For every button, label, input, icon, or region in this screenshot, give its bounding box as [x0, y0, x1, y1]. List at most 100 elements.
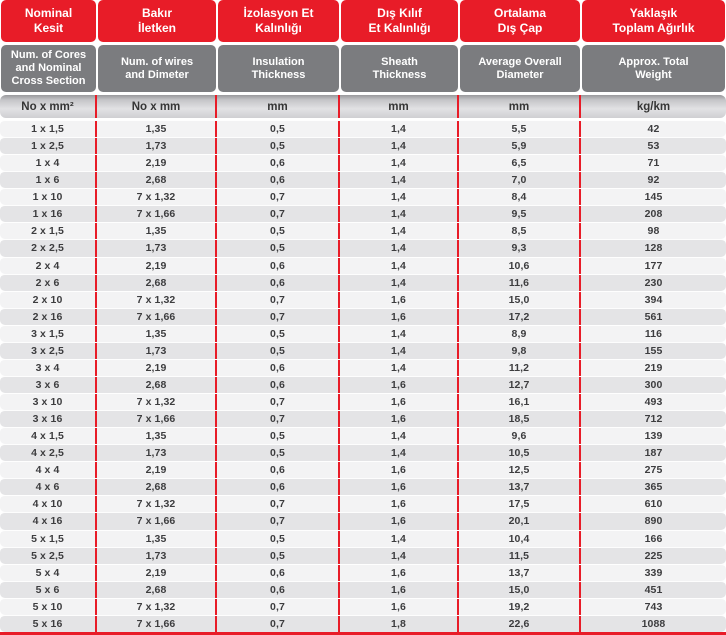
- unit-cell: mm: [459, 95, 581, 118]
- header-cell-turkish-wrap: Dış Kılıf Et Kalınlığı: [340, 0, 459, 42]
- data-cell: 1,4: [340, 223, 459, 240]
- data-cell: 98: [647, 225, 660, 238]
- data-cell: 2,19: [97, 462, 217, 479]
- data-cell: 4 x 10: [0, 496, 97, 513]
- data-cell: 19,2: [459, 598, 581, 615]
- data-cell: 0,5: [217, 445, 340, 462]
- data-cell: 0,7: [217, 411, 340, 428]
- data-cell: 0,7: [217, 308, 340, 325]
- data-cell: 2,68: [97, 172, 217, 189]
- data-cell: 8,5: [459, 223, 581, 240]
- header-cell-turkish-wrap: Yaklaşık Toplam Ağırlık: [581, 0, 726, 42]
- data-cell: 1,6: [340, 513, 459, 530]
- data-cell: 1,6: [340, 376, 459, 393]
- header-cell-english: Num. of Cores and Nominal Cross Section: [1, 45, 96, 92]
- header-cell-turkish: Dış Kılıf Et Kalınlığı: [341, 0, 458, 42]
- data-cell: 0,6: [217, 155, 340, 172]
- data-cell: 7 x 1,66: [97, 308, 217, 325]
- table-row: 3 x 1,5 1,35 0,5 1,4 8,9 116: [0, 324, 726, 342]
- data-cell: 0,6: [217, 257, 340, 274]
- data-cell: 5 x 4: [0, 564, 97, 581]
- header-cell-turkish: Yaklaşık Toplam Ağırlık: [582, 0, 725, 42]
- data-cell: 7 x 1,32: [97, 394, 217, 411]
- data-cell: 7 x 1,66: [97, 206, 217, 223]
- table-row: 4 x 4 2,19 0,6 1,6 12,5 275: [0, 461, 726, 479]
- data-cell: 1,4: [340, 121, 459, 138]
- data-cell: 0,7: [217, 189, 340, 206]
- data-cell: 1,4: [340, 274, 459, 291]
- table-row: 5 x 1,5 1,35 0,5 1,4 10,4 166: [0, 529, 726, 547]
- header-cell-turkish-wrap: Bakır İletken: [97, 0, 217, 42]
- table-row: 2 x 6 2,68 0,6 1,4 11,6 230: [0, 273, 726, 291]
- data-cell: 15,0: [459, 291, 581, 308]
- data-cell: 177: [644, 259, 663, 272]
- data-cell: 300: [644, 378, 663, 391]
- data-cell: 2,19: [97, 359, 217, 376]
- table-row: 1 x 1,5 1,35 0,5 1,4 5,5 42: [0, 120, 726, 138]
- data-cell: 0,6: [217, 172, 340, 189]
- unit-cell: mm: [340, 95, 459, 118]
- data-cell: 1,4: [340, 325, 459, 342]
- data-cell: 1,4: [340, 359, 459, 376]
- data-cell: 1 x 4: [0, 155, 97, 172]
- data-cell: 15,0: [459, 581, 581, 598]
- data-cell: 92: [647, 174, 660, 187]
- data-cell: 4 x 16: [0, 513, 97, 530]
- data-cell: 0,5: [217, 121, 340, 138]
- data-cell: 1 x 6: [0, 172, 97, 189]
- data-cell: 0,5: [217, 547, 340, 564]
- header-cell-turkish: Ortalama Dış Çap: [460, 0, 580, 42]
- data-cell: 1,73: [97, 342, 217, 359]
- table-row: 2 x 2,5 1,73 0,5 1,4 9,3 128: [0, 239, 726, 257]
- header-cell-turkish-wrap: İzolasyon Et Kalınlığı: [217, 0, 340, 42]
- table-row: 2 x 4 2,19 0,6 1,4 10,6 177: [0, 256, 726, 274]
- data-cell: 2,19: [97, 155, 217, 172]
- data-cell: 4 x 6: [0, 479, 97, 496]
- data-cell: 2,68: [97, 581, 217, 598]
- data-cell: 9,6: [459, 428, 581, 445]
- table-row: 4 x 10 7 x 1,32 0,7 1,6 17,5 610: [0, 495, 726, 513]
- data-cell: 2 x 16: [0, 308, 97, 325]
- data-cell: 9,3: [459, 240, 581, 257]
- data-cell: 53: [647, 140, 660, 153]
- data-cell: 1 x 10: [0, 189, 97, 206]
- data-cell: 208: [644, 208, 663, 221]
- data-cell: 22,6: [459, 615, 581, 632]
- data-cell: 3 x 16: [0, 411, 97, 428]
- data-cell: 0,5: [217, 342, 340, 359]
- data-cell: 3 x 2,5: [0, 342, 97, 359]
- data-cell: 2 x 1,5: [0, 223, 97, 240]
- data-cell: 2 x 10: [0, 291, 97, 308]
- data-cell: 1,6: [340, 564, 459, 581]
- header-cell-english-wrap: Insulation Thickness: [217, 45, 340, 92]
- data-cell: 5 x 16: [0, 615, 97, 632]
- data-cell: 1,35: [97, 428, 217, 445]
- table-row: 5 x 10 7 x 1,32 0,7 1,6 19,2 743: [0, 597, 726, 615]
- data-cell: 12,7: [459, 376, 581, 393]
- data-cell: 1,4: [340, 138, 459, 155]
- data-cell: 1,6: [340, 581, 459, 598]
- data-cell: 11,5: [459, 547, 581, 564]
- data-cell: 7 x 1,32: [97, 291, 217, 308]
- header-cell-english-wrap: Num. of wires and Dimeter: [97, 45, 217, 92]
- data-cell: 0,7: [217, 394, 340, 411]
- data-cell: 10,6: [459, 257, 581, 274]
- data-cell: 1,73: [97, 547, 217, 564]
- data-cell: 1,35: [97, 530, 217, 547]
- header-cell-turkish: Nominal Kesit: [1, 0, 96, 42]
- table-row: 5 x 16 7 x 1,66 0,7 1,8 22,6 1088: [0, 614, 726, 632]
- data-cell: 71: [647, 157, 660, 170]
- data-cell: 18,5: [459, 411, 581, 428]
- data-cell: 187: [644, 447, 663, 460]
- table-row: 2 x 1,5 1,35 0,5 1,4 8,5 98: [0, 222, 726, 240]
- data-cell: 225: [644, 549, 663, 562]
- table-row: 1 x 6 2,68 0,6 1,4 7,0 92: [0, 171, 726, 189]
- unit-cell: mm: [217, 95, 340, 118]
- data-cell: 1,4: [340, 257, 459, 274]
- data-cell: 17,5: [459, 496, 581, 513]
- data-cell: 1,6: [340, 598, 459, 615]
- table-row: 1 x 4 2,19 0,6 1,4 6,5 71: [0, 154, 726, 172]
- data-cell: 2 x 2,5: [0, 240, 97, 257]
- data-cell: 12,5: [459, 462, 581, 479]
- header-row-english: Num. of Cores and Nominal Cross Section N…: [0, 45, 726, 92]
